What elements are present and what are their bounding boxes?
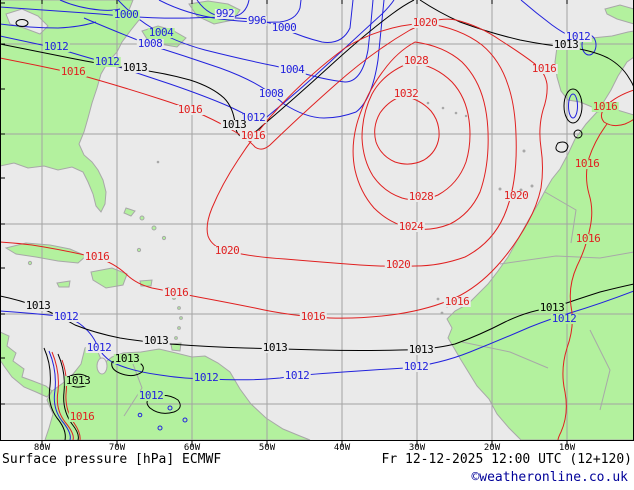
longitude-label-80W: 80W [33, 443, 51, 453]
isobar-1032-ring [374, 95, 440, 165]
isobar-canada-b [0, 21, 97, 29]
longitude-label-10W: 10W [558, 443, 576, 453]
weather-map-svg [0, 0, 634, 446]
isobar-1016-andes-a [51, 351, 74, 441]
isobar-1020-ring [206, 22, 517, 267]
isobar-1016-morocco [600, 89, 634, 127]
graticule [0, 0, 634, 440]
caption-bar: Surface pressure [hPa] ECMWF Fr 12-12-20… [2, 452, 632, 467]
pressure-map: 1000 992 996 1000 1004 1008 1012 1012 1004 1008 10… [0, 0, 634, 453]
isobar-1016-sahara [557, 123, 608, 441]
isobar-1008 [83, 0, 385, 119]
isobar-1013-amazon [146, 394, 181, 414]
bahamas [27, 207, 167, 266]
longitude-label-40W: 40W [333, 443, 351, 453]
island-canaries-3 [519, 188, 523, 192]
island-capeverde-2 [445, 304, 449, 308]
island-madeira [522, 149, 526, 153]
longitude-label-70W: 70W [108, 443, 126, 453]
island-canaries-4 [530, 184, 534, 188]
landmasses [0, 0, 634, 441]
water-lake-maracaibo [96, 357, 108, 375]
isobar-canada-a [59, 0, 121, 11]
land-brittany [604, 4, 634, 25]
land-central-america [0, 331, 53, 398]
island-bermuda [156, 160, 160, 164]
island-capeverde-1 [436, 297, 440, 301]
isobar-1024-ring [352, 41, 489, 230]
isobar-1013-closed-gibraltar [573, 129, 583, 139]
island-canaries-1 [498, 187, 502, 191]
isobar-1012-closed-portugal [568, 93, 578, 119]
copyright: ©weatheronline.co.uk [471, 470, 628, 485]
map-title: Surface pressure [hPa] ECMWF [2, 452, 222, 467]
isobar-1013-andes-a [43, 347, 66, 441]
longitude-label-20W: 20W [483, 443, 501, 453]
land-hispaniola [90, 267, 128, 289]
isobar-1013-andes-b [57, 353, 79, 441]
island-azores-2 [441, 106, 445, 110]
longitude-label-60W: 60W [183, 443, 201, 453]
land-iberia [554, 30, 634, 108]
longitude-axis: 80W 70W 60W 50W 40W 30W 20W 10W [0, 443, 634, 455]
isobar-1013-closed-cadiz [555, 141, 569, 153]
longitude-label-50W: 50W [258, 443, 276, 453]
isobar-1013-closed-ontario [15, 19, 29, 27]
valid-time: Fr 12-12-2025 12:00 UTC (12+120) [381, 452, 632, 467]
left-ticks [0, 2, 5, 405]
island-azores-3 [454, 111, 458, 115]
bottom-ticks [41, 440, 568, 446]
island-azores-1 [426, 101, 430, 105]
isobar-1013-closed-portugal [563, 88, 583, 124]
top-ticks [41, 0, 568, 4]
isobar-1012-andes [48, 350, 71, 441]
isobar-1012-south [0, 290, 634, 381]
longitude-label-30W: 30W [408, 443, 426, 453]
land-jamaica [56, 280, 71, 288]
land-africa [446, 108, 634, 441]
land-cuba [4, 242, 87, 264]
island-azores-4 [464, 114, 468, 118]
country-borders [123, 191, 634, 417]
